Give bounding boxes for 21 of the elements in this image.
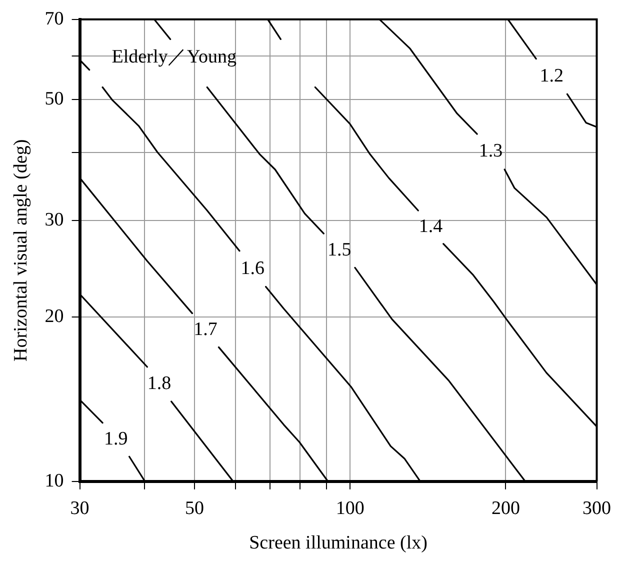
annotation: Elderly／Young <box>112 46 238 68</box>
x-axis-title: Screen illuminance (lx) <box>249 532 428 554</box>
x-tick-label: 50 <box>184 498 204 519</box>
x-tick-label: 300 <box>582 498 611 519</box>
series-label: 1.2 <box>540 65 564 86</box>
y-tick-label: 10 <box>44 470 64 492</box>
y-tick-label: 50 <box>44 88 64 110</box>
y-axis-title: Horizontal visual angle (deg) <box>10 139 32 362</box>
series-label: 1.6 <box>240 258 265 279</box>
series-label: 1.3 <box>478 140 503 162</box>
x-tick-label: 30 <box>70 498 90 519</box>
y-tick-label: 20 <box>44 306 64 327</box>
x-tick-label: 100 <box>336 498 364 519</box>
series-label: 1.4 <box>418 216 444 238</box>
series-label: 1.7 <box>194 319 218 340</box>
y-tick-label: 70 <box>44 8 64 30</box>
x-tick-label: 200 <box>491 498 520 519</box>
y-tick-label: 30 <box>44 210 64 231</box>
series-label: 1.5 <box>327 240 352 261</box>
series-label: 1.8 <box>147 373 172 394</box>
series-label: 1.9 <box>104 428 128 450</box>
